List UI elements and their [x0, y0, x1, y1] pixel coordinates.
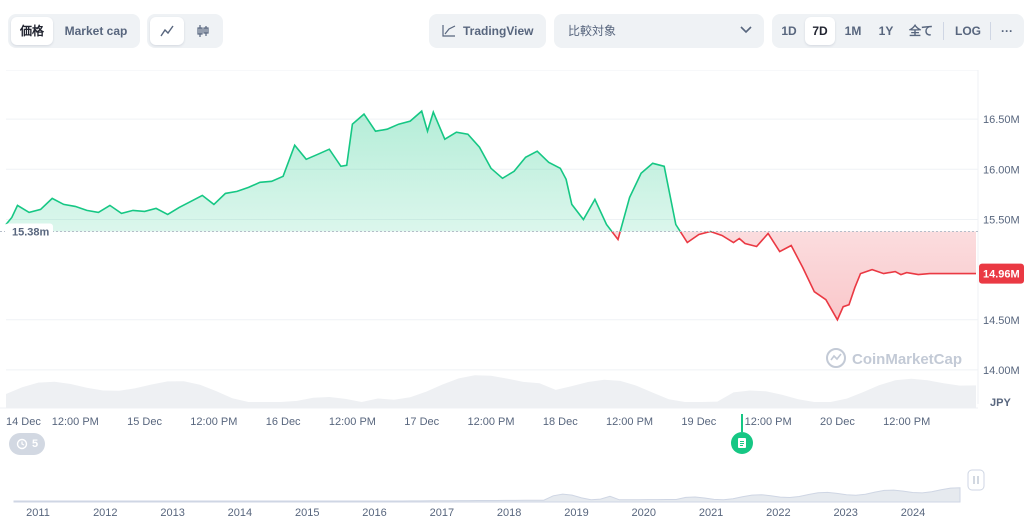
navigator-year-label: 2023: [833, 507, 857, 519]
y-axis: 16.50M 16.00M 15.50M 14.50M 14.00M: [983, 114, 1020, 377]
price-area-down: [6, 231, 976, 320]
navigator-year-label: 2017: [430, 507, 454, 519]
volume-band: [6, 375, 976, 408]
tradingview-label: TradingView: [463, 24, 534, 38]
y-tick-label: 16.00M: [983, 164, 1020, 176]
navigator-year-label: 2014: [228, 507, 252, 519]
history-badge[interactable]: 5: [9, 433, 45, 455]
x-tick-label: 17 Dec: [404, 416, 439, 428]
price-line: [5, 109, 976, 322]
range-all[interactable]: 全て: [908, 24, 933, 38]
x-tick-label: 12:00 PM: [52, 416, 99, 428]
candlestick-button[interactable]: [186, 17, 220, 45]
chart-toolbar: 価格 Market cap TradingView 比較対象: [0, 0, 1024, 62]
x-tick-label: 12:00 PM: [190, 416, 237, 428]
navigator-year-label: 2013: [160, 507, 184, 519]
line-chart-icon: [160, 25, 174, 37]
log-toggle[interactable]: LOG: [955, 24, 981, 38]
price-area-up: [6, 111, 681, 232]
compare-placeholder: 比較対象: [568, 24, 617, 38]
y-tick-label: 14.00M: [983, 365, 1020, 377]
current-price-pill: 14.96M: [979, 263, 1024, 284]
y-tick-label: 14.50M: [983, 315, 1020, 327]
market-cap-tab[interactable]: Market cap: [64, 24, 128, 38]
navigator-year-label: 2021: [699, 507, 723, 519]
navigator-year-label: 2016: [362, 507, 386, 519]
range-7d[interactable]: 7D: [805, 17, 835, 45]
navigator-history-area: [13, 487, 961, 503]
history-count: 5: [32, 438, 39, 450]
price-line-up: [5, 109, 713, 232]
price-tab[interactable]: 価格: [11, 17, 53, 45]
price-chart-svg: 15.38m 16.50M 16.00M 15.50M 14.50M 14.00M 14…: [0, 69, 1024, 428]
volume-area: [6, 375, 976, 408]
navigator-year-label: 2022: [766, 507, 790, 519]
document-icon: [738, 438, 746, 448]
range-1d[interactable]: 1D: [781, 24, 797, 38]
x-tick-label: 18 Dec: [543, 416, 578, 428]
x-tick-label: 12:00 PM: [745, 416, 792, 428]
divider: [990, 22, 991, 40]
navigator-year-label: 2011: [26, 507, 50, 519]
y-tick-label: 16.50M: [983, 114, 1020, 126]
chart-style-toggle: [147, 14, 223, 48]
current-price-label: 14.96M: [983, 269, 1020, 281]
baseline-label: 15.38m: [12, 226, 50, 238]
compare-select[interactable]: 比較対象: [554, 14, 764, 48]
navigator-axis: 2011 2012 2013 2014 2015 2016 2017 2018 2019 2020…: [26, 507, 925, 519]
navigator-year-label: 2020: [632, 507, 656, 519]
navigator-year-label: 2015: [295, 507, 319, 519]
x-tick-label: 14 Dec: [6, 416, 41, 428]
baseline-pill: 15.38m: [5, 223, 53, 240]
view-toggle: 価格 Market cap: [8, 14, 140, 48]
x-tick-label: 20 Dec: [820, 416, 855, 428]
news-note-pin[interactable]: [731, 432, 753, 454]
candlestick-icon: [197, 25, 209, 37]
x-tick-label: 12:00 PM: [329, 416, 376, 428]
tradingview-button[interactable]: TradingView: [429, 14, 546, 48]
price-chart[interactable]: 15.38m 16.50M 16.00M 15.50M 14.50M 14.00M 14…: [0, 69, 1024, 470]
price-area: [6, 111, 976, 320]
range-1y[interactable]: 1Y: [878, 24, 894, 38]
more-options-button[interactable]: ···: [1001, 24, 1013, 38]
tradingview-icon: [442, 25, 456, 37]
x-tick-label: 12:00 PM: [883, 416, 930, 428]
y-tick-label: 15.50M: [983, 214, 1020, 226]
navigator-year-label: 2024: [901, 507, 925, 519]
range-selector: 1D 7D 1M 1Y 全て LOG ···: [772, 14, 1024, 48]
coinmarketcap-logo-icon: [830, 353, 842, 361]
navigator-handle[interactable]: [967, 469, 985, 491]
x-tick-label: 15 Dec: [127, 416, 162, 428]
x-tick-label: 16 Dec: [266, 416, 301, 428]
y-axis-unit: JPY: [990, 397, 1011, 409]
navigator-year-label: 2012: [93, 507, 117, 519]
range-1m[interactable]: 1M: [844, 24, 862, 38]
navigator-year-label: 2018: [497, 507, 521, 519]
x-tick-label: 12:00 PM: [606, 416, 653, 428]
chevron-down-icon: [740, 26, 752, 34]
x-tick-label: 12:00 PM: [467, 416, 514, 428]
price-line-down: [610, 231, 976, 322]
divider: [943, 22, 944, 40]
watermark-text: CoinMarketCap: [852, 351, 962, 368]
line-chart-button[interactable]: [150, 17, 184, 45]
navigator-svg: 2011 2012 2013 2014 2015 2016 2017 2018 2019 2020…: [13, 469, 985, 519]
x-tick-label: 19 Dec: [681, 416, 716, 428]
history-icon: [16, 438, 28, 450]
note-pin-stem: [741, 414, 743, 432]
navigator-year-label: 2019: [564, 507, 588, 519]
x-axis: 14 Dec 12:00 PM 15 Dec 12:00 PM 16 Dec 12:00 …: [6, 416, 930, 428]
range-navigator[interactable]: 2011 2012 2013 2014 2015 2016 2017 2018 2019 2020…: [0, 458, 1024, 524]
watermark: CoinMarketCap: [826, 348, 962, 368]
